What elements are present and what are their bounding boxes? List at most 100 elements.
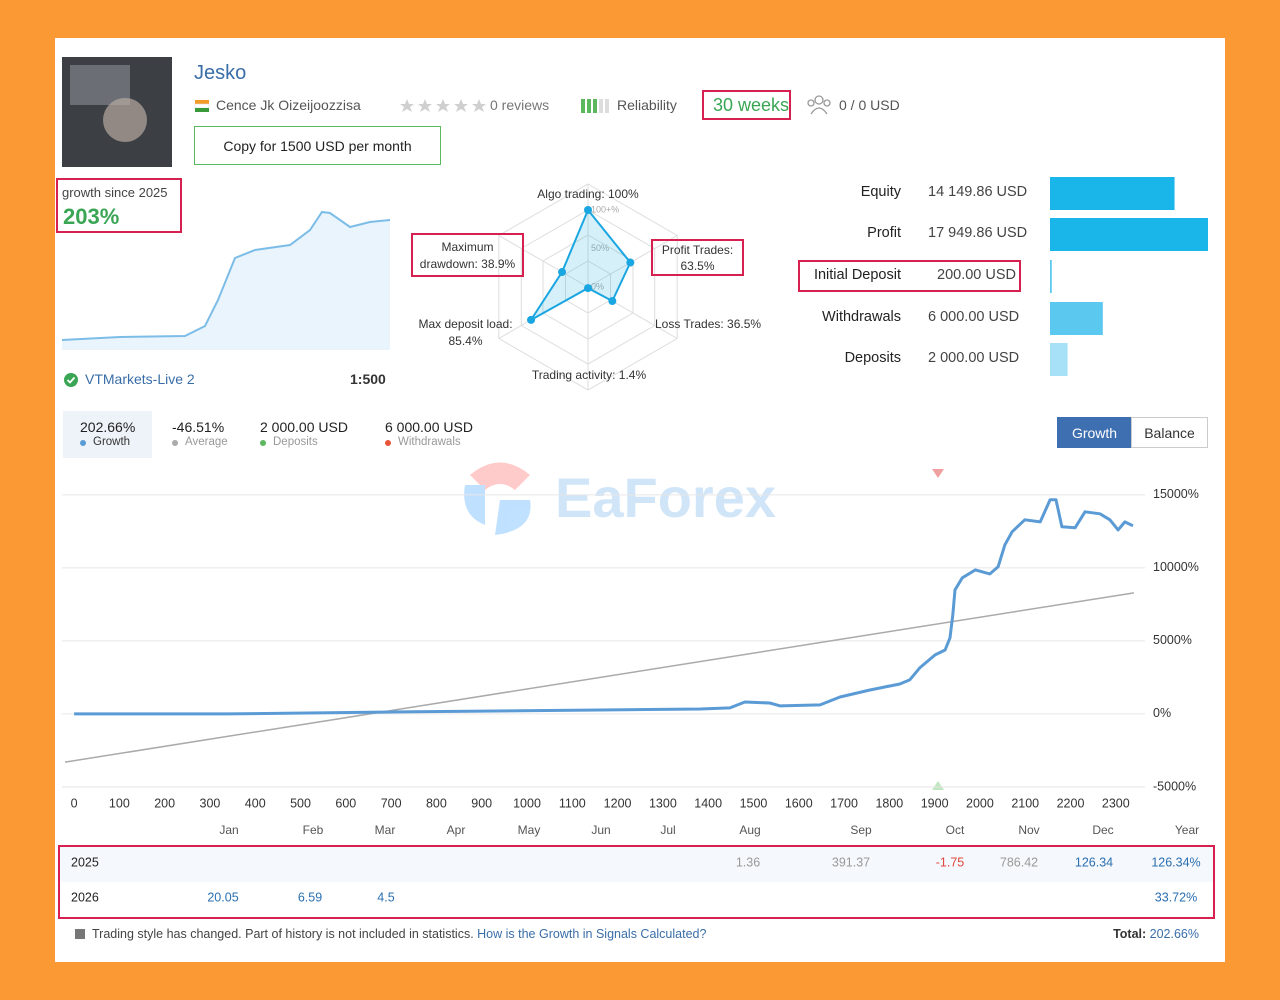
x-tick-label: 2000: [966, 796, 994, 810]
summary-label: Withdrawals: [398, 436, 461, 448]
reliability: Reliability: [617, 97, 677, 113]
footer-note: Trading style has changed. Part of histo…: [92, 927, 474, 941]
table-cell: 1.36: [736, 855, 760, 869]
x-tick-label: 1400: [694, 796, 722, 810]
radar-tick-label: 100+%: [591, 204, 619, 214]
table-row-bg: [58, 847, 1214, 882]
stat-value: 6 000.00 USD: [928, 309, 1020, 325]
x-tick-label: 1700: [830, 796, 858, 810]
x-tick-label: 1900: [921, 796, 949, 810]
table-cell: 4.5: [377, 890, 394, 904]
event-marker: [932, 469, 944, 478]
stat-label: Equity: [860, 184, 901, 200]
table-year: 2026: [71, 890, 99, 904]
month-label: Feb: [303, 823, 324, 837]
x-tick-label: 1300: [649, 796, 677, 810]
stat-bar: [1050, 177, 1175, 210]
month-label: Oct: [946, 823, 965, 837]
total-label: Total:: [1113, 927, 1147, 941]
radar-point: [626, 258, 635, 267]
leverage: 1:500: [350, 371, 386, 387]
avatar-detail: [103, 98, 147, 142]
footer-link[interactable]: How is the Growth in Signals Calculated?: [477, 927, 707, 941]
radar-point: [584, 206, 592, 214]
stat-bar: [1050, 302, 1103, 335]
x-tick-label: 2200: [1057, 796, 1085, 810]
x-tick-label: 2100: [1011, 796, 1039, 810]
table-cell: -1.75: [936, 855, 965, 869]
summary-dot: [172, 440, 178, 446]
y-tick-label: 0%: [1153, 706, 1171, 720]
panel: [55, 38, 1225, 962]
month-label: Mar: [375, 823, 396, 837]
avatar-detail: [70, 65, 130, 105]
stat-value: 14 149.86 USD: [928, 184, 1028, 200]
summary-selected: [63, 411, 152, 458]
tab-growth[interactable]: Growth: [1057, 417, 1132, 448]
stat-label: Withdrawals: [822, 309, 901, 325]
stat-value: 2 000.00 USD: [928, 350, 1020, 366]
summary-label: Growth: [93, 436, 131, 448]
verified-icon: [64, 373, 78, 387]
table-cell: 126.34: [1075, 855, 1113, 869]
month-label: Year: [1175, 823, 1199, 837]
author: Cence Jk Oizeijoozzisa: [216, 97, 361, 113]
month-label: Nov: [1018, 823, 1039, 837]
stat-bar: [1050, 260, 1052, 293]
radar-label: Trading activity: 1.4%: [531, 368, 647, 382]
x-tick-label: 1000: [513, 796, 541, 810]
highlight: [56, 178, 182, 233]
x-tick-label: 2300: [1102, 796, 1130, 810]
radar-point: [584, 284, 592, 293]
table-highlight: [58, 845, 1215, 919]
stat-bar: [1050, 343, 1068, 376]
trend-line: [64, 592, 1135, 763]
x-tick-label: 300: [200, 796, 221, 810]
flag: [195, 100, 209, 104]
table-cell: 33.72%: [1155, 890, 1197, 904]
broker: VTMarkets-Live 2: [85, 371, 195, 387]
x-tick-label: 700: [381, 796, 402, 810]
highlight: [702, 90, 791, 120]
stat-label: Initial Deposit: [813, 267, 901, 283]
radar-spoke: [498, 235, 589, 288]
stat-label: Deposits: [844, 350, 901, 366]
x-tick-label: 500: [290, 796, 311, 810]
y-tick-label: 5000%: [1153, 633, 1192, 647]
x-tick-label: 200: [154, 796, 175, 810]
growth-line: [74, 498, 1134, 716]
month-label: Aug: [739, 823, 760, 837]
subscribers: 0 / 0 USD: [839, 97, 900, 113]
radar-point: [608, 297, 617, 306]
sparkline: [61, 210, 391, 341]
copy-button[interactable]: Copy for 1500 USD per month: [194, 126, 441, 165]
summary-dot: [80, 440, 86, 446]
footer-total-row: Total: 202.66%: [1113, 927, 1199, 942]
summary-label: Average: [185, 436, 228, 448]
watermark: EaForex: [555, 466, 776, 529]
summary-dot: [385, 440, 391, 446]
month-label: Jun: [591, 823, 610, 837]
growth-label: growth since 2025: [62, 185, 168, 200]
verified-icon: [66, 376, 76, 384]
subscribers-icon: [807, 95, 831, 115]
stat-bar: [1050, 218, 1208, 251]
tab-balance[interactable]: Balance: [1131, 417, 1208, 448]
footer-note-row: Trading style has changed. Part of histo…: [92, 927, 706, 942]
radar-tick-label: 0%: [591, 281, 604, 291]
table-cell: 126.34%: [1151, 855, 1200, 869]
flag: [194, 103, 210, 109]
signal-name: Jesko: [194, 62, 247, 84]
x-tick-label: 1200: [604, 796, 632, 810]
radar-label: Max deposit load: 85.4%: [418, 317, 513, 348]
stat-label: Profit: [867, 225, 901, 241]
radar-point: [558, 268, 567, 277]
y-tick-label: 15000%: [1153, 487, 1199, 501]
table-year: 2025: [71, 855, 99, 869]
x-tick-label: 1500: [740, 796, 768, 810]
x-tick-label: 1800: [875, 796, 903, 810]
radar-tick-label: 50%: [591, 243, 609, 253]
radar-label: Loss Trades: 36.5%: [655, 317, 762, 331]
month-label: May: [518, 823, 541, 837]
